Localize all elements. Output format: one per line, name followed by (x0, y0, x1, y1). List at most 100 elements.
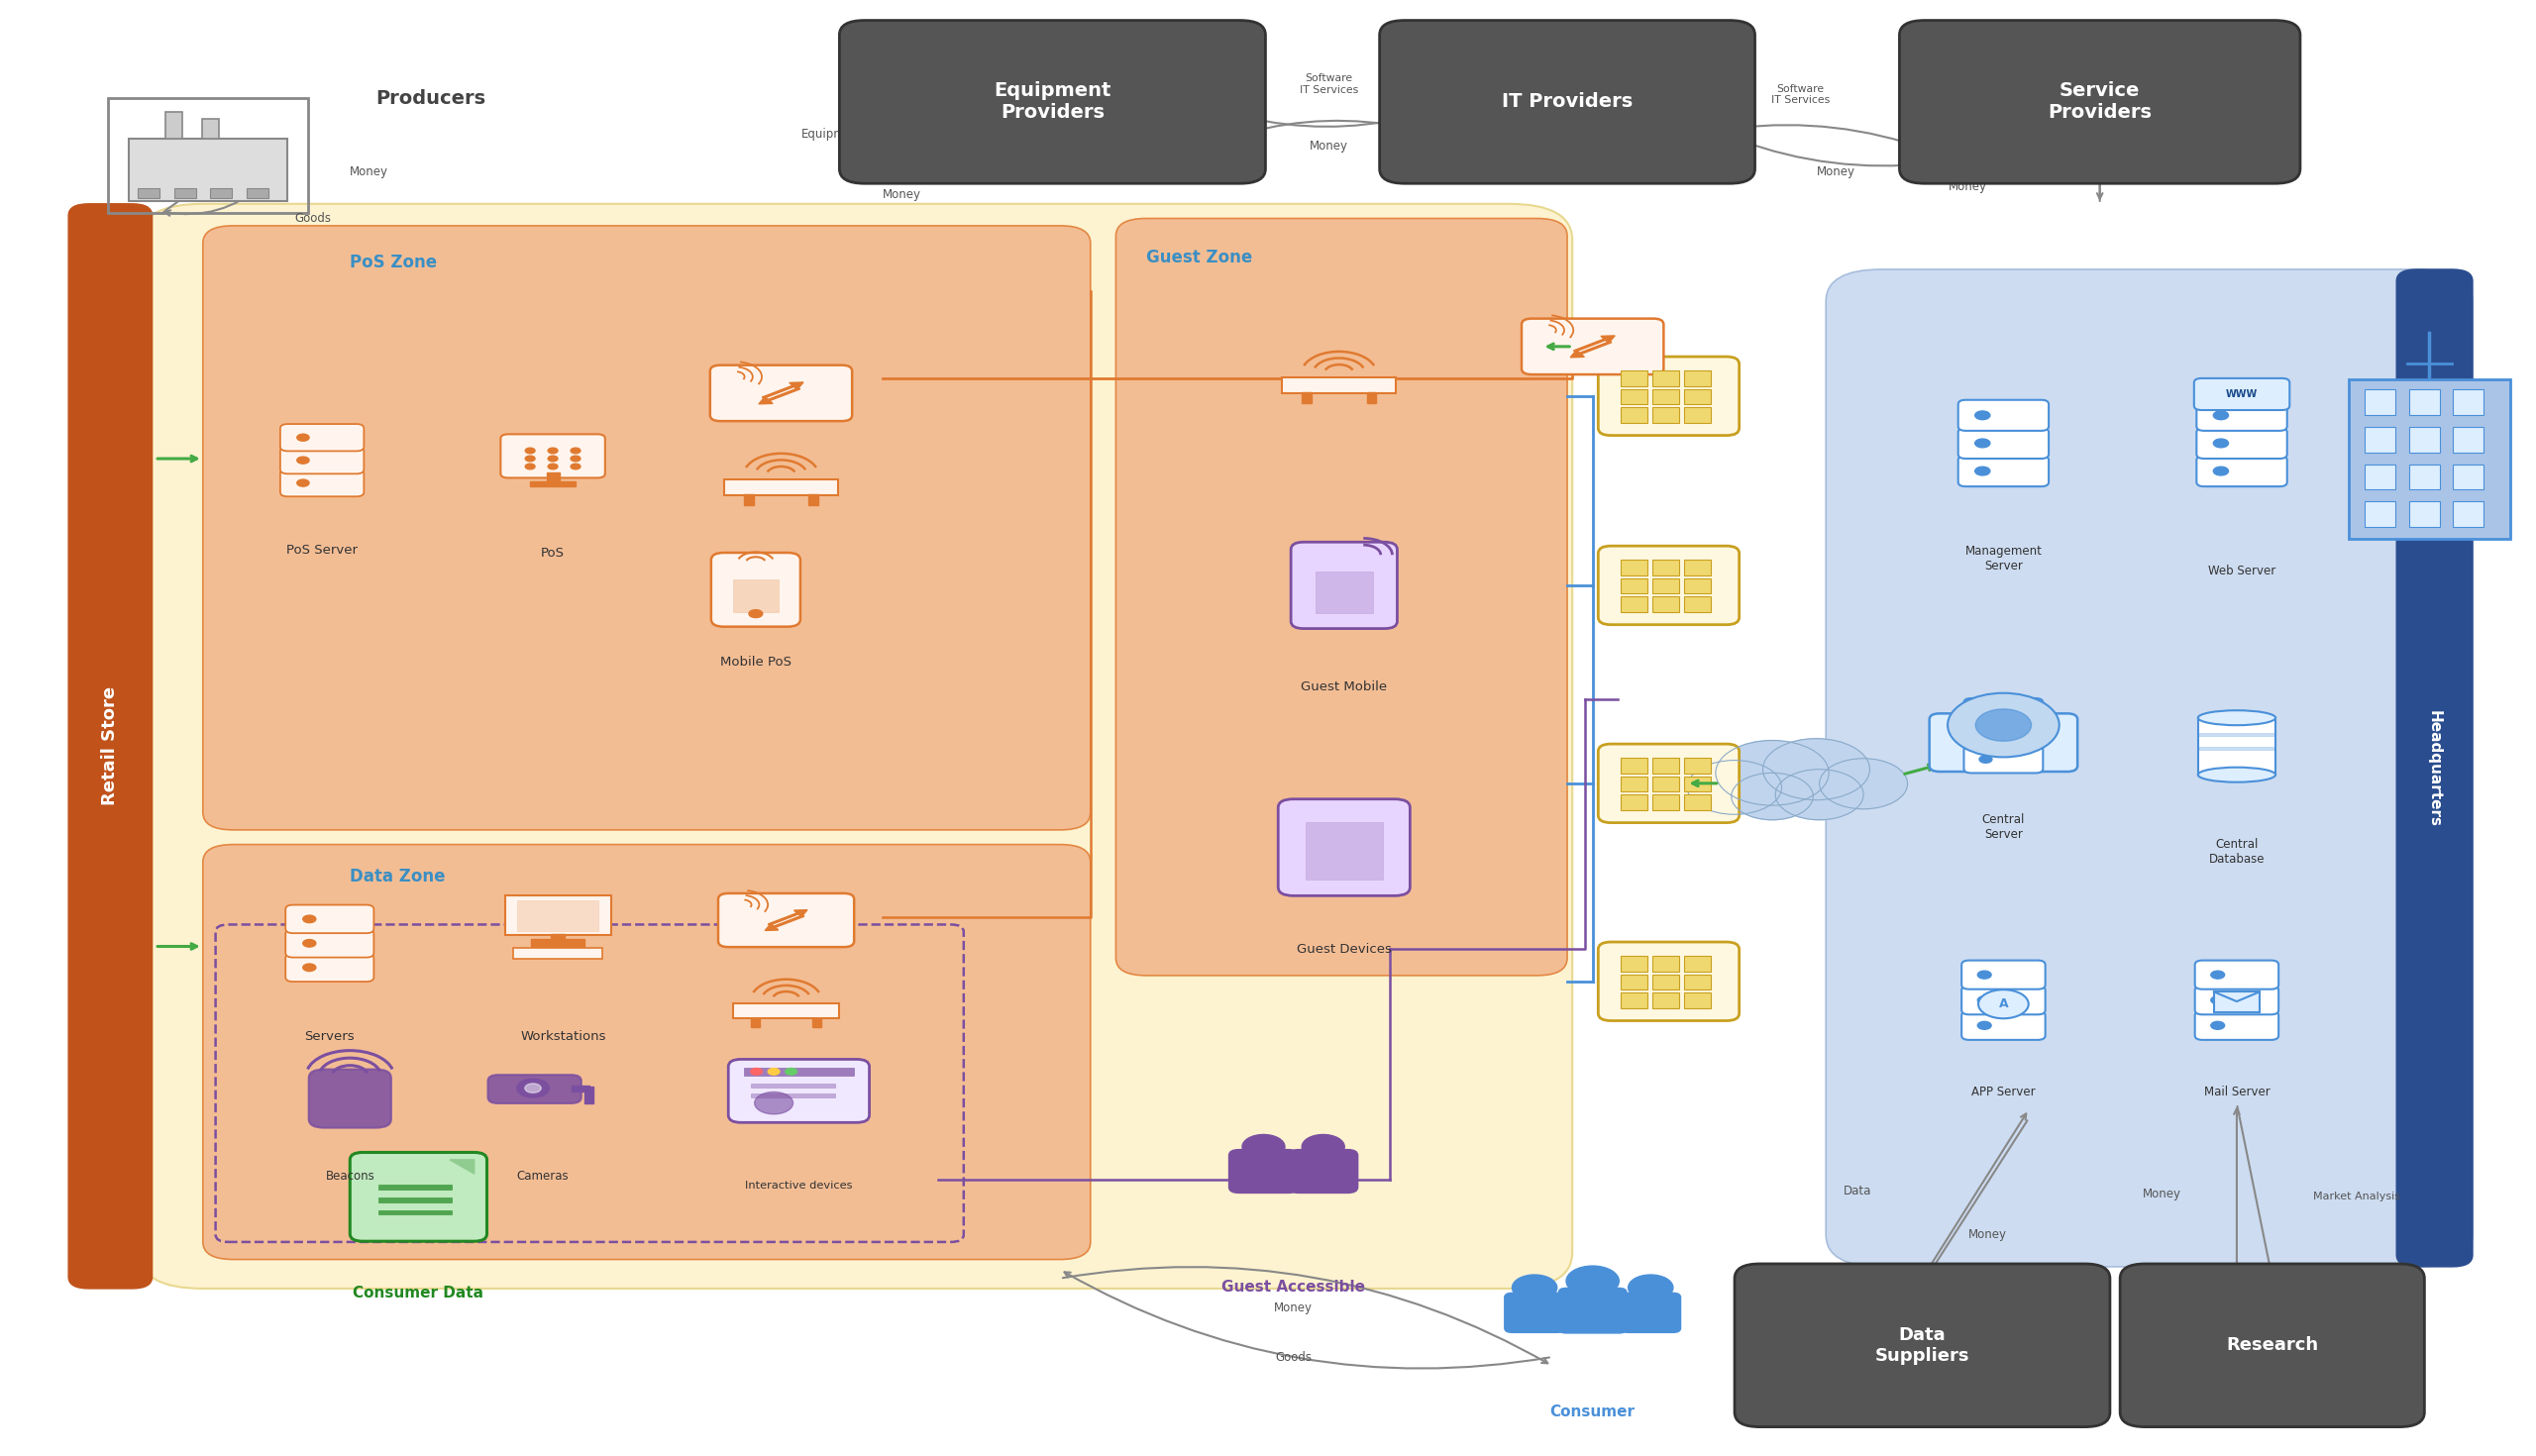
Bar (1621, 795, 1648, 810)
FancyArrow shape (1575, 336, 1615, 352)
Bar (2452, 427, 2483, 453)
Text: Beacons: Beacons (325, 1171, 375, 1182)
FancyArrow shape (768, 910, 806, 925)
Circle shape (1978, 732, 1993, 740)
Text: Interactive devices: Interactive devices (746, 1181, 852, 1190)
Circle shape (1511, 1275, 1557, 1300)
Text: IT Providers: IT Providers (1501, 93, 1633, 111)
FancyBboxPatch shape (2196, 456, 2287, 486)
Text: Market Analysis: Market Analysis (2313, 1192, 2399, 1201)
Bar (1684, 408, 1712, 422)
Text: Central
Database: Central Database (2209, 837, 2265, 866)
Circle shape (1628, 1275, 1674, 1300)
FancyBboxPatch shape (1598, 744, 1740, 823)
Text: PoS: PoS (540, 547, 566, 559)
Circle shape (297, 434, 309, 441)
FancyBboxPatch shape (1116, 218, 1567, 976)
Text: A: A (1998, 997, 2009, 1010)
Bar (733, 579, 779, 613)
FancyBboxPatch shape (1963, 699, 2044, 725)
Bar (1316, 572, 1372, 613)
Circle shape (548, 456, 558, 462)
FancyBboxPatch shape (1560, 1289, 1626, 1334)
Circle shape (1732, 773, 1813, 820)
Bar (1621, 389, 1648, 405)
Text: Software
IT Services: Software IT Services (1298, 74, 1359, 95)
FancyBboxPatch shape (500, 434, 606, 478)
Text: Data
Suppliers: Data Suppliers (1874, 1326, 1970, 1364)
Bar (751, 1093, 834, 1098)
Circle shape (2214, 411, 2229, 419)
FancyBboxPatch shape (1963, 1010, 2047, 1040)
Circle shape (751, 1069, 763, 1075)
Polygon shape (449, 1159, 474, 1174)
FancyBboxPatch shape (2196, 1010, 2280, 1040)
Text: Goods: Goods (294, 213, 330, 224)
Circle shape (571, 463, 581, 469)
FancyArrow shape (763, 383, 804, 399)
Bar (378, 1197, 451, 1203)
Bar (1684, 974, 1712, 990)
FancyBboxPatch shape (287, 929, 373, 958)
FancyBboxPatch shape (2194, 379, 2290, 411)
Circle shape (571, 456, 581, 462)
Text: Goods: Goods (1276, 1351, 1311, 1363)
Bar (517, 901, 598, 930)
FancyBboxPatch shape (139, 204, 1572, 1289)
Circle shape (548, 448, 558, 453)
Circle shape (1818, 759, 1907, 810)
Bar (2348, 380, 2511, 539)
FancyBboxPatch shape (1522, 319, 1664, 374)
FancyBboxPatch shape (1380, 20, 1755, 183)
Circle shape (1775, 769, 1864, 820)
FancyBboxPatch shape (1930, 713, 2077, 772)
Circle shape (768, 1069, 779, 1075)
FancyBboxPatch shape (1899, 20, 2300, 183)
FancyBboxPatch shape (1963, 722, 2044, 750)
Bar (2199, 747, 2275, 750)
FancyBboxPatch shape (710, 553, 801, 626)
Text: Guest Zone: Guest Zone (1146, 249, 1253, 266)
Text: Equipment
Providers: Equipment Providers (994, 82, 1111, 122)
Text: Mobile PoS: Mobile PoS (720, 657, 791, 668)
Bar (2409, 501, 2440, 527)
Text: Money: Money (2143, 1188, 2181, 1200)
Bar (1653, 957, 1679, 971)
Bar (812, 1018, 822, 1028)
FancyBboxPatch shape (203, 844, 1090, 1259)
FancyBboxPatch shape (728, 1060, 870, 1123)
Bar (743, 495, 753, 505)
Text: Guest Mobile: Guest Mobile (1301, 681, 1387, 693)
FancyBboxPatch shape (350, 1152, 487, 1242)
FancyArrow shape (1983, 731, 2026, 748)
FancyBboxPatch shape (839, 20, 1265, 183)
Circle shape (1243, 1134, 1286, 1159)
Circle shape (1978, 971, 1991, 978)
Bar (1621, 578, 1648, 594)
Text: Software
IT Services: Software IT Services (1770, 84, 1831, 105)
Circle shape (1686, 760, 1783, 814)
Circle shape (1976, 709, 2031, 741)
Ellipse shape (2199, 711, 2275, 725)
Bar (1653, 597, 1679, 612)
Bar (2364, 427, 2397, 453)
Bar (743, 1067, 855, 1076)
FancyBboxPatch shape (1230, 1150, 1298, 1192)
Text: Research: Research (2227, 1337, 2318, 1354)
Bar (175, 188, 195, 198)
Text: APP Server: APP Server (1970, 1086, 2036, 1098)
Text: Central
Server: Central Server (1983, 812, 2024, 842)
FancyBboxPatch shape (1963, 961, 2047, 989)
Circle shape (1976, 411, 1991, 419)
Bar (1653, 795, 1679, 810)
Circle shape (297, 479, 309, 486)
Bar (1653, 776, 1679, 792)
Bar (2409, 427, 2440, 453)
Bar (1653, 561, 1679, 575)
Circle shape (1978, 708, 1993, 716)
Text: Mail Server: Mail Server (2204, 1086, 2270, 1098)
Circle shape (2214, 438, 2229, 447)
FancyBboxPatch shape (1826, 269, 2473, 1267)
Bar (1684, 561, 1712, 575)
Bar (2409, 464, 2440, 489)
